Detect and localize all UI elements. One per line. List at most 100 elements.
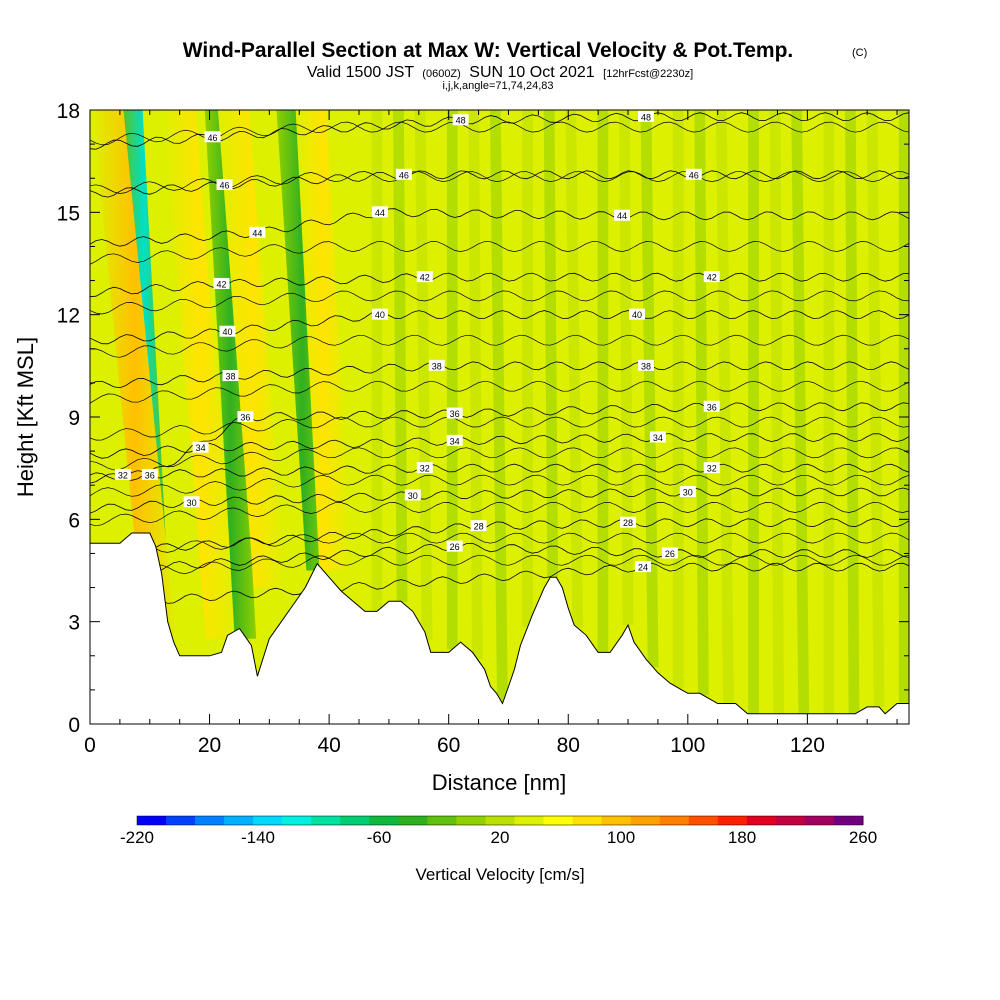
colorbar-swatch: [804, 816, 835, 825]
contour-label: 46: [395, 168, 412, 180]
contour-label: 30: [183, 496, 200, 508]
theta-contour-43: [90, 241, 909, 265]
contour-label-bg: [634, 561, 651, 573]
contour-label: 44: [249, 226, 266, 238]
contour-label-bg: [219, 325, 236, 337]
contour-label-bg: [204, 131, 221, 143]
contour-label: 32: [114, 468, 131, 480]
velocity-streak: [898, 110, 909, 704]
contour-label-text: 26: [665, 549, 675, 559]
contour-label: 42: [213, 277, 230, 289]
contour-label: 44: [614, 209, 631, 221]
colorbar-swatch: [659, 816, 690, 825]
contour-label-text: 38: [432, 361, 442, 371]
theta-contours: [90, 112, 909, 610]
colorbar-tick-label: -220: [120, 828, 154, 847]
theta-contour-41: [90, 290, 909, 315]
contour-label: 24: [634, 561, 651, 573]
y-tick-label: 3: [68, 612, 80, 635]
contour-label: 34: [649, 431, 666, 443]
contour-label-text: 48: [641, 112, 651, 122]
x-tick-label: 100: [670, 734, 705, 757]
velocity-streak: [414, 110, 433, 641]
contour-label-text: 42: [217, 279, 227, 289]
contour-label-text: 30: [187, 498, 197, 508]
colorbar-tick-label: 180: [728, 828, 756, 847]
contour-label-text: 32: [420, 464, 430, 474]
contour-label-bg: [637, 359, 654, 371]
contour-label-bg: [620, 516, 637, 528]
contour-label-text: 44: [375, 208, 385, 218]
contour-label-text: 40: [375, 310, 385, 320]
contour-label: 26: [446, 540, 463, 552]
theta-contour-26: [90, 542, 909, 575]
contour-label-text: 36: [145, 470, 155, 480]
y-tick-label: 12: [57, 305, 80, 328]
theta-contour-29: [90, 502, 909, 527]
colorbar-tick-label: -140: [241, 828, 275, 847]
contour-label: 48: [452, 114, 469, 126]
x-tick-label: 20: [198, 734, 221, 757]
y-tick-label: 15: [57, 202, 80, 225]
x-tick-label: 60: [437, 734, 460, 757]
colorbar-swatch: [572, 816, 603, 825]
contour-label-bg: [416, 271, 433, 283]
contour-label: 28: [470, 520, 487, 532]
contour-label-bg: [216, 179, 233, 191]
contour-label: 40: [628, 308, 645, 320]
velocity-streak: [694, 110, 709, 696]
colorbar-swatch: [311, 816, 341, 825]
contour-label-bg: [213, 277, 230, 289]
contour-label: 46: [216, 179, 233, 191]
contour-label-text: 48: [456, 116, 466, 126]
contour-label: 38: [222, 370, 239, 382]
contour-label: 48: [637, 110, 654, 122]
updraft-core: [295, 110, 351, 571]
colorbar-swatch: [398, 816, 428, 825]
velocity-streak: [489, 110, 508, 704]
contour-label: 28: [620, 516, 637, 528]
contour-label-text: 30: [408, 491, 418, 501]
contour-label: 32: [416, 462, 433, 474]
colorbar-swatch: [340, 816, 370, 825]
contour-label: 36: [141, 468, 158, 480]
contour-label-bg: [628, 308, 645, 320]
y-tick-label: 18: [57, 100, 80, 123]
updraft-core: [217, 110, 285, 588]
theta-contour-44: [90, 208, 909, 247]
theta-contour-25: [90, 554, 909, 577]
contour-label-bg: [371, 206, 388, 218]
colorbar-swatch: [282, 816, 312, 825]
contour-label: 34: [192, 441, 209, 453]
velocity-streak: [715, 110, 734, 704]
contour-label-bg: [183, 496, 200, 508]
velocity-streak: [791, 110, 810, 714]
colorbar-swatch: [630, 816, 661, 825]
contour-label: 44: [371, 206, 388, 218]
contour-label-text: 32: [118, 470, 128, 480]
colorbar-tick-label: 20: [491, 828, 510, 847]
velocity-field: [92, 110, 909, 714]
colorbar-frame: [136, 815, 864, 826]
plot-area: 24 26 26 28 28 30 30 30 32 32 32 34 34 34 36 36 36 36 38 38…: [90, 110, 909, 724]
velocity-streak: [522, 110, 533, 628]
x-axis-label: Distance [nm]: [432, 770, 567, 795]
contour-label: 30: [679, 486, 696, 498]
contour-label-text: 36: [707, 402, 717, 412]
contour-label-bg: [452, 114, 469, 126]
theta-contour-28: [90, 518, 909, 557]
theta-contour-35: [90, 416, 909, 441]
contour-label-bg: [237, 411, 254, 422]
forecast-info: [12hrFcst@2230z]: [603, 68, 693, 80]
theta-contour-31: [90, 474, 909, 497]
x-tick-label: 80: [557, 734, 580, 757]
colorbar-tick-label: -60: [367, 828, 392, 847]
colorbar-tick-label: 260: [849, 828, 877, 847]
contour-label: 36: [237, 411, 254, 423]
chart-subtitle: Valid 1500 JST (0600Z) SUN 10 Oct 2021 […: [307, 64, 693, 81]
contour-label: 26: [661, 547, 678, 559]
theta-contour-34: [90, 433, 909, 459]
x-tick-label: 120: [790, 734, 825, 757]
contour-label-bg: [703, 271, 720, 283]
theta-contour-30: [90, 487, 909, 514]
